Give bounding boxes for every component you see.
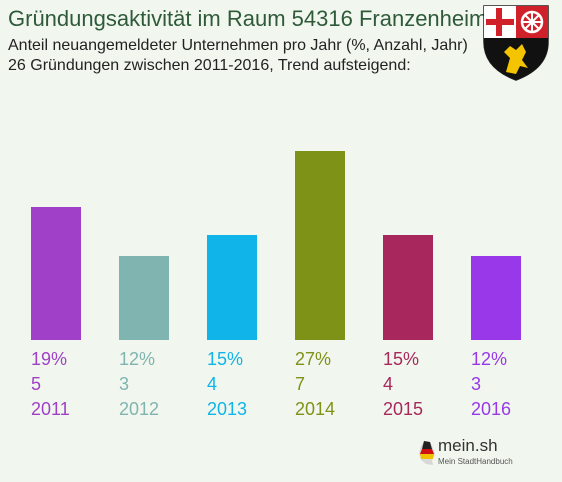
subtitle-line-2: 26 Gründungen zwischen 2011-2016, Trend … <box>8 57 411 74</box>
count-label-2015: 4 <box>383 374 393 394</box>
year-label-2014: 2014 <box>295 399 335 419</box>
logo-name: mein.sh <box>438 436 498 455</box>
bar-2012 <box>119 256 169 340</box>
year-label-2013: 2013 <box>207 399 247 419</box>
logo-tagline: Mein StadtHandbuch <box>438 457 513 466</box>
bar-2016 <box>471 256 521 340</box>
year-label-2016: 2016 <box>471 399 511 419</box>
count-label-2016: 3 <box>471 374 481 394</box>
count-label-2011: 5 <box>31 374 41 394</box>
chart-subtitle: Anteil neuangemeldeter Unternehmen pro J… <box>8 36 468 76</box>
bar-2011 <box>31 207 81 340</box>
coat-of-arms-icon <box>483 5 549 81</box>
subtitle-line-1: Anteil neuangemeldeter Unternehmen pro J… <box>8 37 468 54</box>
bar-2013 <box>207 235 257 340</box>
percent-label-2014: 27% <box>295 349 331 369</box>
year-label-2015: 2015 <box>383 399 423 419</box>
count-label-2012: 3 <box>119 374 129 394</box>
count-label-2013: 4 <box>207 374 217 394</box>
percent-label-2012: 12% <box>119 349 155 369</box>
percent-label-2013: 15% <box>207 349 243 369</box>
year-label-2012: 2012 <box>119 399 159 419</box>
year-label-2011: 2011 <box>31 399 70 419</box>
bar-2014 <box>295 151 345 340</box>
germany-map-icon <box>419 441 435 465</box>
percent-label-2016: 12% <box>471 349 507 369</box>
percent-label-2015: 15% <box>383 349 419 369</box>
mein-sh-logo: mein.sh Mein StadtHandbuch <box>418 434 526 474</box>
count-label-2014: 7 <box>295 374 305 394</box>
bar-2015 <box>383 235 433 340</box>
chart-title: Gründungsaktivität im Raum 54316 Franzen… <box>8 6 488 31</box>
percent-label-2011: 19% <box>31 349 67 369</box>
